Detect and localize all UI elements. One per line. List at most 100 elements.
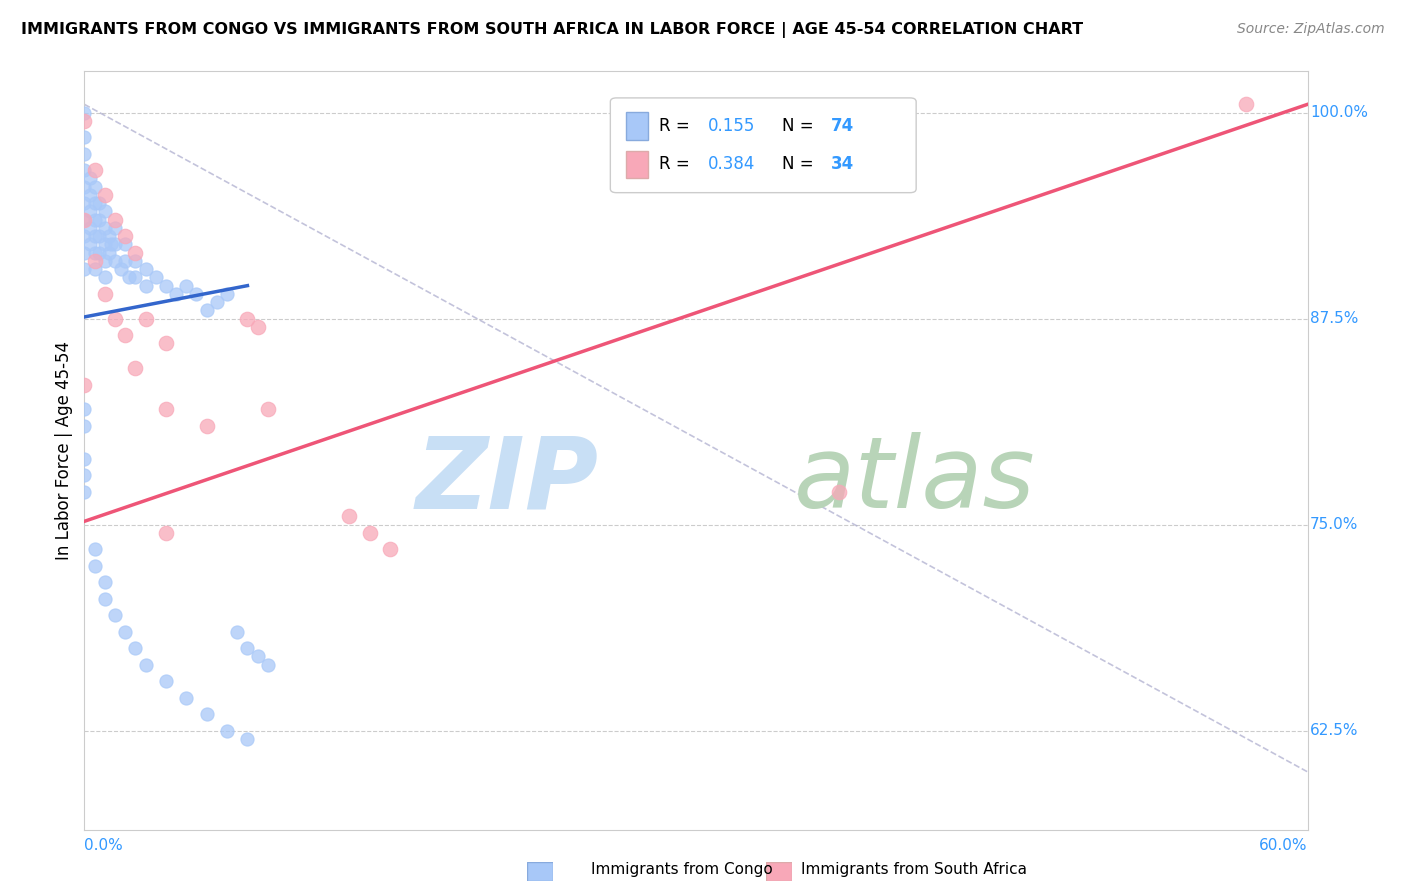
Point [83, 163, 105, 178]
Point [246, 319, 269, 334]
Point [93, 591, 115, 606]
Point [73, 402, 96, 417]
Point [73, 196, 96, 211]
Point [83, 253, 105, 268]
Point [83, 558, 105, 573]
Text: 60.0%: 60.0% [1260, 838, 1308, 853]
Point [93, 253, 115, 268]
Point [73, 212, 96, 227]
Point [93, 221, 115, 235]
Point [155, 674, 177, 689]
Point [155, 336, 177, 351]
Point [73, 451, 96, 466]
Point [83, 229, 105, 244]
Point [1236, 97, 1258, 112]
FancyBboxPatch shape [626, 151, 648, 178]
Point [174, 690, 197, 705]
Point [97, 229, 120, 244]
Point [205, 295, 228, 310]
Point [87, 212, 110, 227]
Point [87, 245, 110, 260]
Point [87, 196, 110, 211]
Point [236, 731, 259, 746]
Text: Source: ZipAtlas.com: Source: ZipAtlas.com [1237, 22, 1385, 37]
Text: N =: N = [782, 117, 818, 135]
Point [257, 657, 280, 672]
Point [165, 286, 187, 301]
Point [114, 229, 136, 244]
Text: Immigrants from South Africa: Immigrants from South Africa [801, 863, 1028, 877]
Point [73, 245, 96, 260]
Point [226, 624, 249, 639]
Point [93, 270, 115, 285]
Point [155, 402, 177, 417]
Point [73, 468, 96, 483]
Point [124, 641, 146, 656]
Point [380, 542, 402, 557]
Point [135, 278, 157, 293]
Point [195, 303, 218, 318]
Point [186, 286, 208, 301]
Point [73, 113, 96, 128]
Point [124, 245, 146, 260]
Point [114, 624, 136, 639]
Point [114, 237, 136, 252]
Point [124, 253, 146, 268]
Point [83, 179, 105, 194]
Point [79, 171, 101, 186]
Point [114, 253, 136, 268]
Text: R =: R = [659, 117, 696, 135]
Point [124, 270, 146, 285]
Point [110, 262, 132, 277]
Point [174, 278, 197, 293]
Point [73, 262, 96, 277]
Point [359, 525, 381, 540]
Point [83, 262, 105, 277]
Point [257, 402, 280, 417]
Point [155, 525, 177, 540]
Point [73, 377, 96, 392]
Point [73, 146, 96, 161]
Point [118, 270, 141, 285]
Point [79, 221, 101, 235]
Text: 87.5%: 87.5% [1310, 311, 1358, 326]
Point [83, 212, 105, 227]
Point [195, 418, 218, 433]
Point [73, 179, 96, 194]
FancyBboxPatch shape [610, 98, 917, 193]
Point [124, 361, 146, 376]
Point [246, 649, 269, 664]
Point [79, 204, 101, 219]
Point [83, 245, 105, 260]
Point [104, 311, 127, 326]
Point [93, 188, 115, 202]
Point [624, 855, 647, 870]
Point [97, 245, 120, 260]
Point [145, 270, 167, 285]
Point [79, 237, 101, 252]
Point [135, 311, 157, 326]
Point [114, 328, 136, 343]
Point [73, 130, 96, 145]
Point [93, 286, 115, 301]
Text: ZIP: ZIP [415, 433, 598, 529]
Point [135, 262, 157, 277]
Point [73, 212, 96, 227]
Text: 34: 34 [831, 155, 853, 173]
Point [828, 484, 851, 499]
Point [73, 484, 96, 499]
FancyBboxPatch shape [626, 112, 648, 140]
Point [79, 188, 101, 202]
Text: 62.5%: 62.5% [1310, 723, 1358, 739]
Point [100, 237, 122, 252]
Y-axis label: In Labor Force | Age 45-54: In Labor Force | Age 45-54 [55, 341, 73, 560]
Point [104, 253, 127, 268]
Text: 74: 74 [831, 117, 853, 135]
Point [236, 311, 259, 326]
Point [135, 657, 157, 672]
Point [339, 509, 361, 524]
Text: 0.0%: 0.0% [84, 838, 124, 853]
Point [195, 707, 218, 722]
Text: N =: N = [782, 155, 818, 173]
Point [83, 542, 105, 557]
